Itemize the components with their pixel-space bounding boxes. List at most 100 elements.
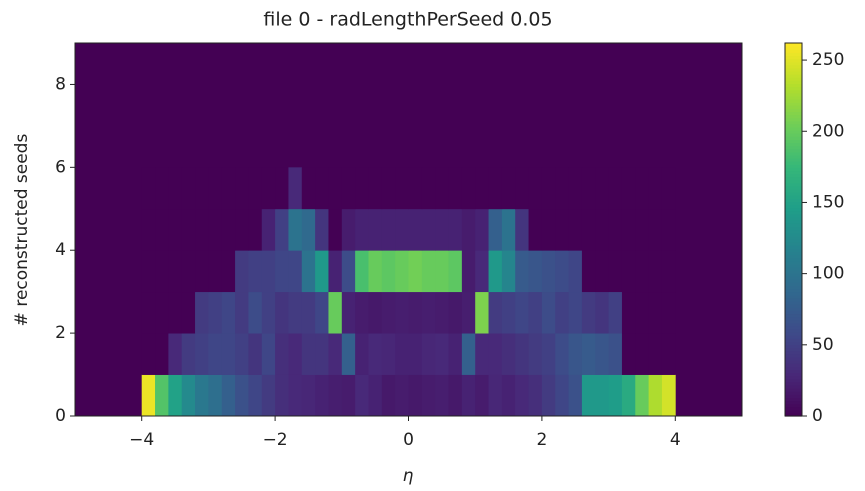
colorbar-segment [785, 204, 802, 209]
colorbar-segment [785, 80, 802, 85]
colorbar-segment [785, 353, 802, 358]
heatmap-cell [261, 208, 276, 251]
heatmap-cell [635, 208, 650, 251]
colorbar-segment [785, 273, 802, 277]
heatmap-cell [301, 374, 316, 417]
heatmap-cell [501, 291, 516, 334]
heatmap-cell [181, 291, 196, 334]
heatmap-cell [461, 167, 476, 210]
heatmap-cell [635, 250, 650, 293]
heatmap-cell [381, 291, 396, 334]
y-tick-label: 2 [55, 323, 66, 343]
colorbar-segment [785, 64, 802, 69]
heatmap-cell [555, 291, 569, 334]
heatmap-cell [341, 167, 356, 210]
heatmap-cell [488, 291, 503, 334]
y-tick-label: 4 [55, 240, 66, 260]
colorbar-segment [785, 114, 802, 119]
heatmap-cell [635, 167, 650, 210]
heatmap-cell [621, 374, 636, 417]
colorbar-tick-label: 250 [812, 50, 844, 70]
colorbar-segment [785, 43, 802, 47]
heatmap-cell [435, 167, 449, 210]
colorbar-segment [785, 86, 802, 91]
heatmap-cell [195, 291, 209, 334]
heatmap-cell [448, 374, 463, 417]
heatmap-cell [235, 250, 249, 293]
colorbar-segment [785, 154, 802, 159]
heatmap-cell [408, 250, 423, 293]
colorbar-segment [785, 173, 802, 178]
heatmap-cell [395, 291, 409, 334]
colorbar-segment [785, 192, 802, 196]
colorbar-segment [785, 394, 802, 398]
heatmap-cell [408, 333, 423, 375]
heatmap-cell [235, 208, 249, 251]
heatmap-cell [395, 250, 409, 293]
heatmap-cell [248, 291, 263, 334]
colorbar-segment [785, 164, 802, 168]
heatmap-cell [355, 167, 369, 210]
heatmap-cell [395, 374, 409, 417]
heatmap-cell [381, 374, 396, 417]
heatmap-cell [248, 374, 263, 417]
heatmap-cell [608, 250, 623, 293]
colorbar-segment [785, 207, 802, 212]
heatmap-cell [528, 291, 543, 334]
colorbar-segment [785, 232, 802, 237]
colorbar-segment [785, 179, 802, 184]
heatmap-cell [515, 291, 529, 334]
heatmap-cell [368, 333, 383, 375]
heatmap-cell [621, 333, 636, 375]
colorbar-segment [785, 344, 802, 349]
heatmap-cell [195, 208, 209, 251]
colorbar-segment [785, 223, 802, 227]
colorbar-segment [785, 341, 802, 346]
y-tick-label: 6 [55, 157, 66, 177]
heatmap-cell [528, 333, 543, 375]
heatmap-cell [288, 208, 303, 251]
colorbar-segment [785, 145, 802, 150]
heatmap-cell [581, 167, 596, 210]
heatmap-cell [555, 167, 569, 210]
heatmap-cell [221, 250, 236, 293]
colorbar-segment [785, 328, 802, 333]
colorbar-segment [785, 142, 802, 147]
heatmap-cell [621, 291, 636, 334]
heatmap-cell [288, 250, 303, 293]
heatmap-cell [648, 374, 663, 417]
heatmap-cell [488, 333, 503, 375]
heatmap-cell [261, 291, 276, 334]
heatmap-cell [168, 333, 183, 375]
colorbar-segment [785, 257, 802, 262]
colorbar-segment [785, 70, 802, 75]
heatmap-cell [288, 333, 303, 375]
heatmap-cell [568, 208, 583, 251]
heatmap-cell [275, 250, 289, 293]
heatmap-cell [221, 374, 236, 417]
colorbar-segment [785, 220, 802, 224]
heatmap-cell [195, 333, 209, 375]
heatmap-cell [368, 291, 383, 334]
colorbar-segment [785, 310, 802, 315]
heatmap-cell [315, 291, 329, 334]
heatmap-cell [328, 374, 343, 417]
colorbar-segment [785, 198, 802, 203]
heatmap-cell [541, 208, 556, 251]
colorbar-segment [785, 74, 802, 78]
colorbar-segment [785, 372, 802, 377]
colorbar-segment [785, 366, 802, 370]
heatmap-cell [288, 167, 303, 210]
heatmap-cell [155, 291, 169, 334]
heatmap-cell [315, 167, 329, 210]
heatmap-cell [661, 374, 676, 417]
colorbar-segment [785, 381, 802, 386]
heatmap-cell [275, 167, 289, 210]
heatmap-cell [181, 333, 196, 375]
heatmap-cell [408, 208, 423, 251]
colorbar-segment [785, 282, 802, 287]
colorbar-segment [785, 288, 802, 293]
colorbar-segment [785, 245, 802, 249]
heatmap-cell [635, 374, 650, 417]
colorbar-tick-label: 200 [812, 121, 844, 141]
